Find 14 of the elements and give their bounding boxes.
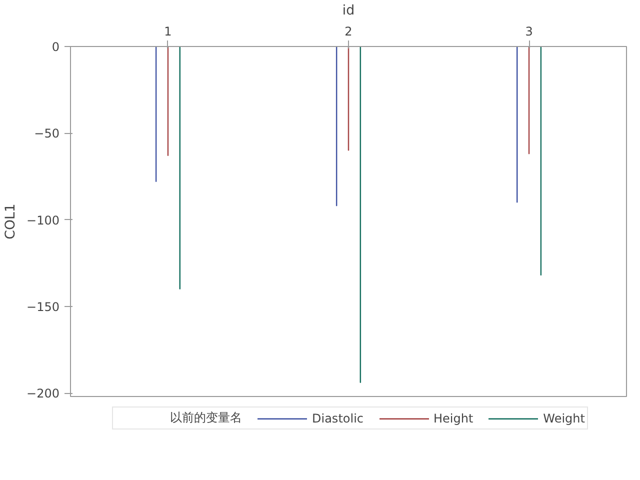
legend-label: Diastolic xyxy=(312,411,364,425)
legend-label: Height xyxy=(434,411,474,425)
y-tick-label: −50 xyxy=(34,126,60,141)
x-tick-label: 3 xyxy=(525,24,533,38)
x-tick-label: 2 xyxy=(344,24,352,38)
y-tick-label: −200 xyxy=(26,386,60,401)
y-tick-label: −100 xyxy=(26,213,60,228)
x-axis-title: id xyxy=(342,4,355,18)
y-tick-label: 0 xyxy=(52,40,60,54)
legend-title: 以前的变量名 xyxy=(170,410,242,426)
legend-label: Weight xyxy=(543,411,585,425)
y-tick-label: −150 xyxy=(26,300,60,314)
y-axis-title: COL1 xyxy=(4,204,19,240)
x-tick-label: 1 xyxy=(164,24,172,38)
